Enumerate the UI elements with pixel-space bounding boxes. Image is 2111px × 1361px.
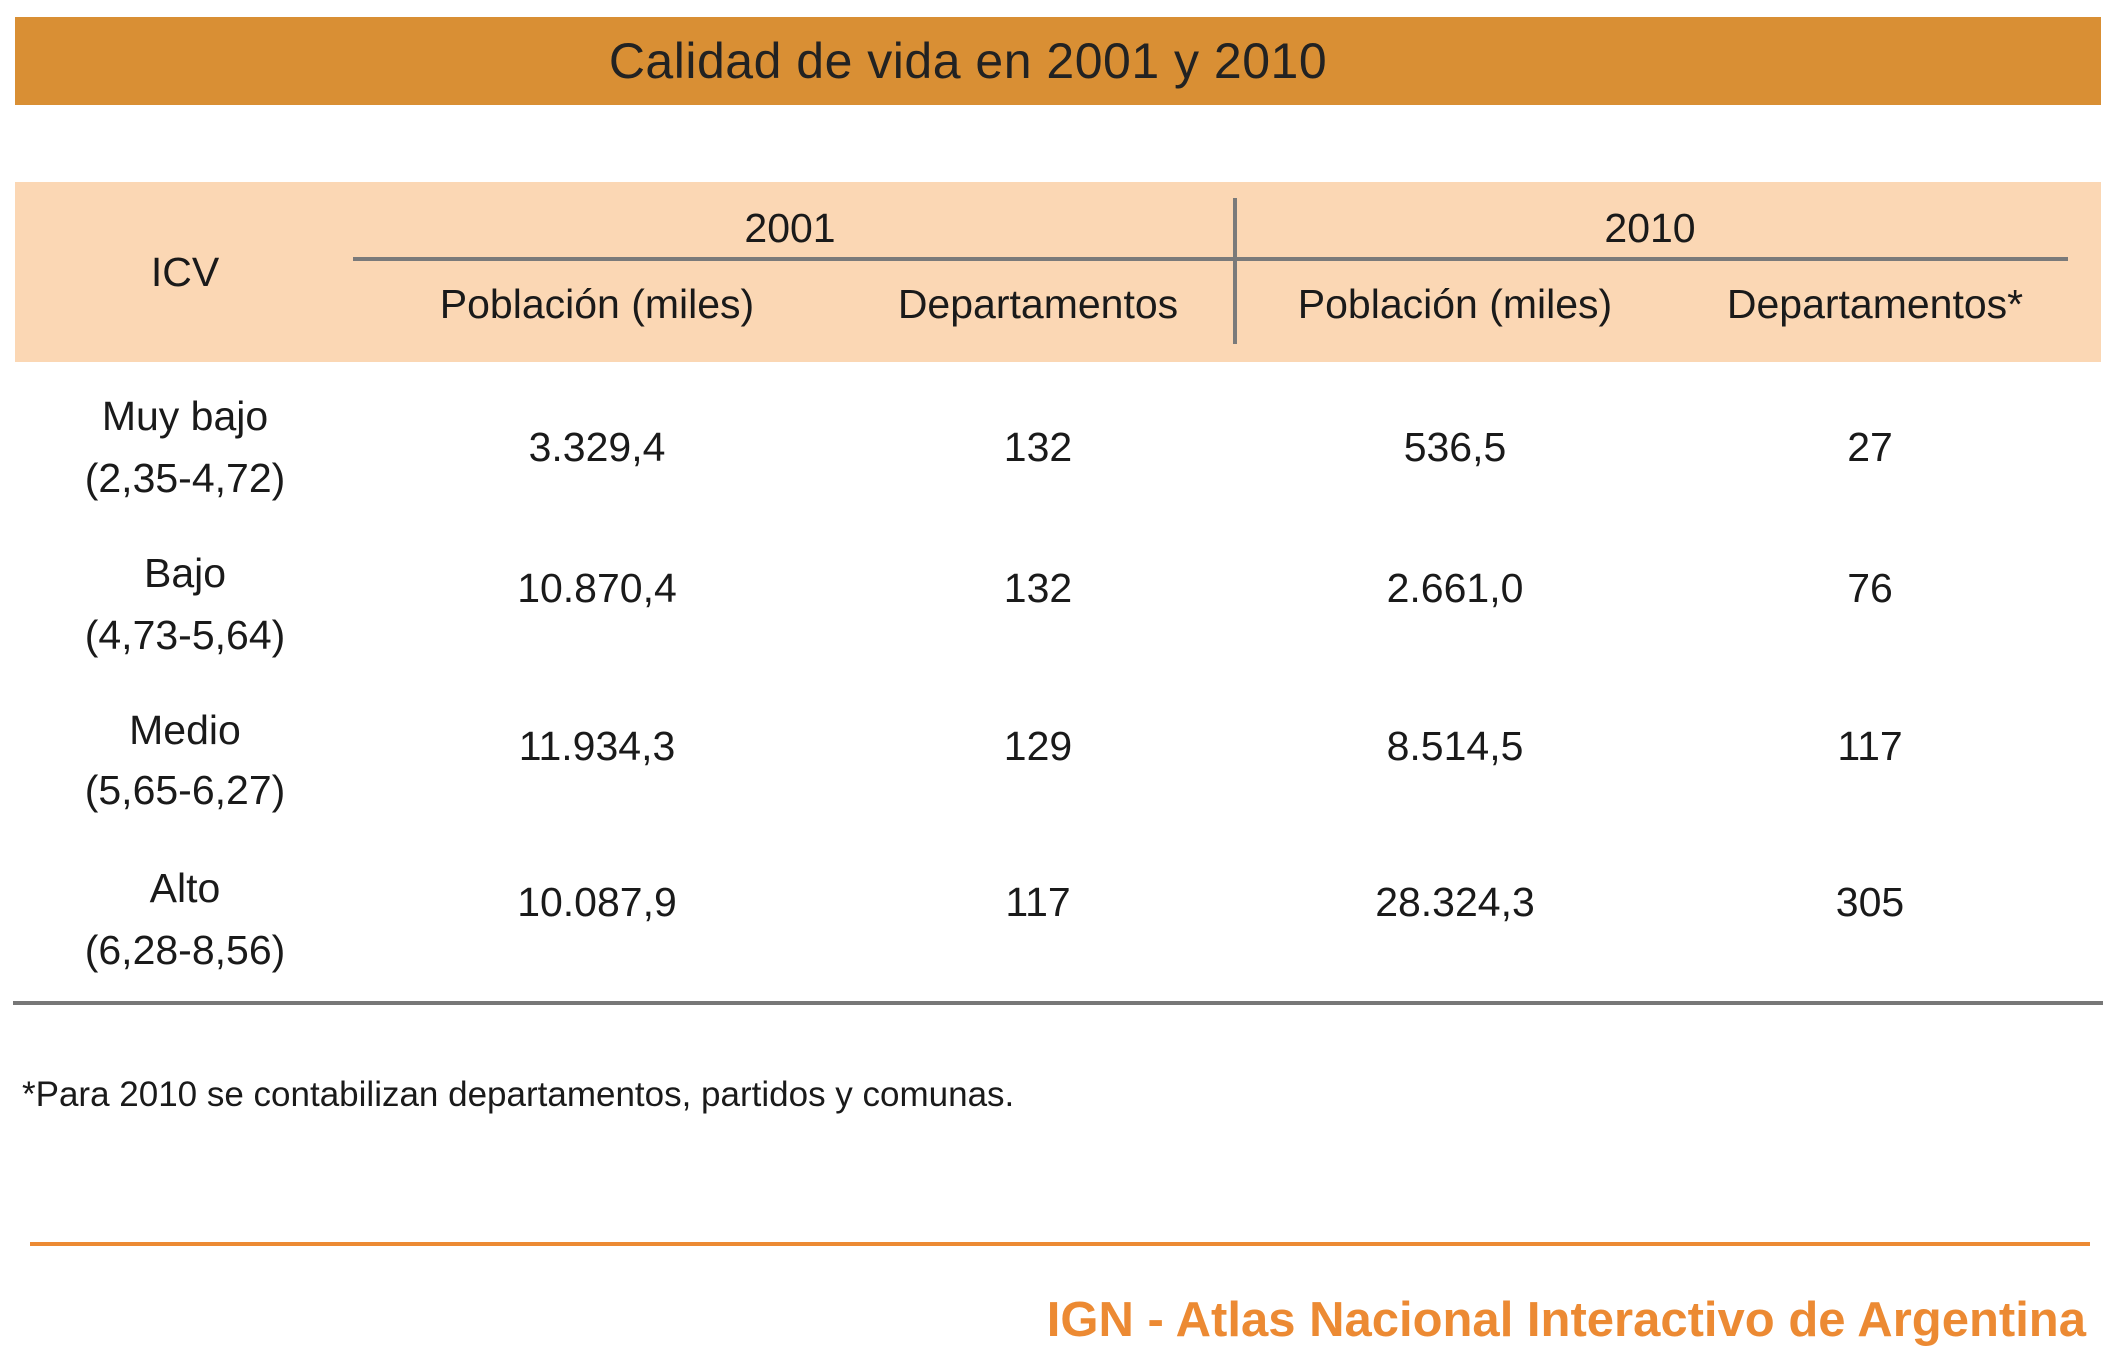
header-poblacion-2001: Población (miles) [439, 281, 755, 327]
row-label: Bajo [143, 550, 227, 596]
row-label: Alto [149, 865, 221, 911]
cell-dep-2001: 129 [1003, 723, 1073, 769]
header-departamentos-2010: Departamentos* [1726, 281, 2024, 327]
footnote: *Para 2010 se contabilizan departamentos… [22, 1075, 1015, 1114]
header-year-2001: 2001 [744, 205, 836, 251]
year-2010-underline [1233, 257, 2068, 261]
header-departamentos-2001: Departamentos [897, 281, 1179, 327]
cell-dep-2010: 27 [1847, 424, 1893, 470]
page-title: Calidad de vida en 2001 y 2010 [608, 33, 1328, 89]
row-range: (2,35-4,72) [84, 455, 286, 501]
cell-dep-2010: 76 [1847, 565, 1893, 611]
cell-pop-2001: 10.870,4 [517, 565, 677, 611]
header-year-2010: 2010 [1604, 205, 1696, 251]
footer-divider [30, 1242, 2090, 1246]
cell-pop-2010: 28.324,3 [1375, 879, 1535, 925]
table-bottom-rule [13, 1001, 2103, 1005]
cell-pop-2010: 536,5 [1403, 424, 1507, 470]
cell-dep-2010: 117 [1837, 723, 1903, 769]
cell-dep-2010: 305 [1835, 879, 1905, 925]
cell-pop-2001: 10.087,9 [517, 879, 677, 925]
year-separator [1233, 198, 1237, 344]
row-range: (4,73-5,64) [84, 612, 286, 658]
table-header [15, 182, 2101, 362]
brand-footer: IGN - Atlas Nacional Interactivo de Arge… [1046, 1293, 2086, 1347]
cell-dep-2001: 132 [1003, 424, 1073, 470]
header-icv: ICV [150, 249, 220, 295]
title-bar: Calidad de vida en 2001 y 2010 [15, 17, 2101, 105]
year-2001-underline [353, 257, 1234, 261]
row-range: (6,28-8,56) [84, 927, 286, 973]
cell-pop-2001: 11.934,3 [518, 723, 676, 769]
cell-pop-2010: 2.661,0 [1386, 565, 1524, 611]
row-label: Medio [129, 707, 241, 753]
cell-dep-2001: 132 [1003, 565, 1073, 611]
row-label: Muy bajo [101, 393, 269, 439]
cell-pop-2010: 8.514,5 [1386, 723, 1524, 769]
cell-pop-2001: 3.329,4 [528, 424, 666, 470]
header-poblacion-2010: Población (miles) [1297, 281, 1613, 327]
row-range: (5,65-6,27) [84, 767, 286, 813]
cell-dep-2001: 117 [1005, 879, 1071, 925]
